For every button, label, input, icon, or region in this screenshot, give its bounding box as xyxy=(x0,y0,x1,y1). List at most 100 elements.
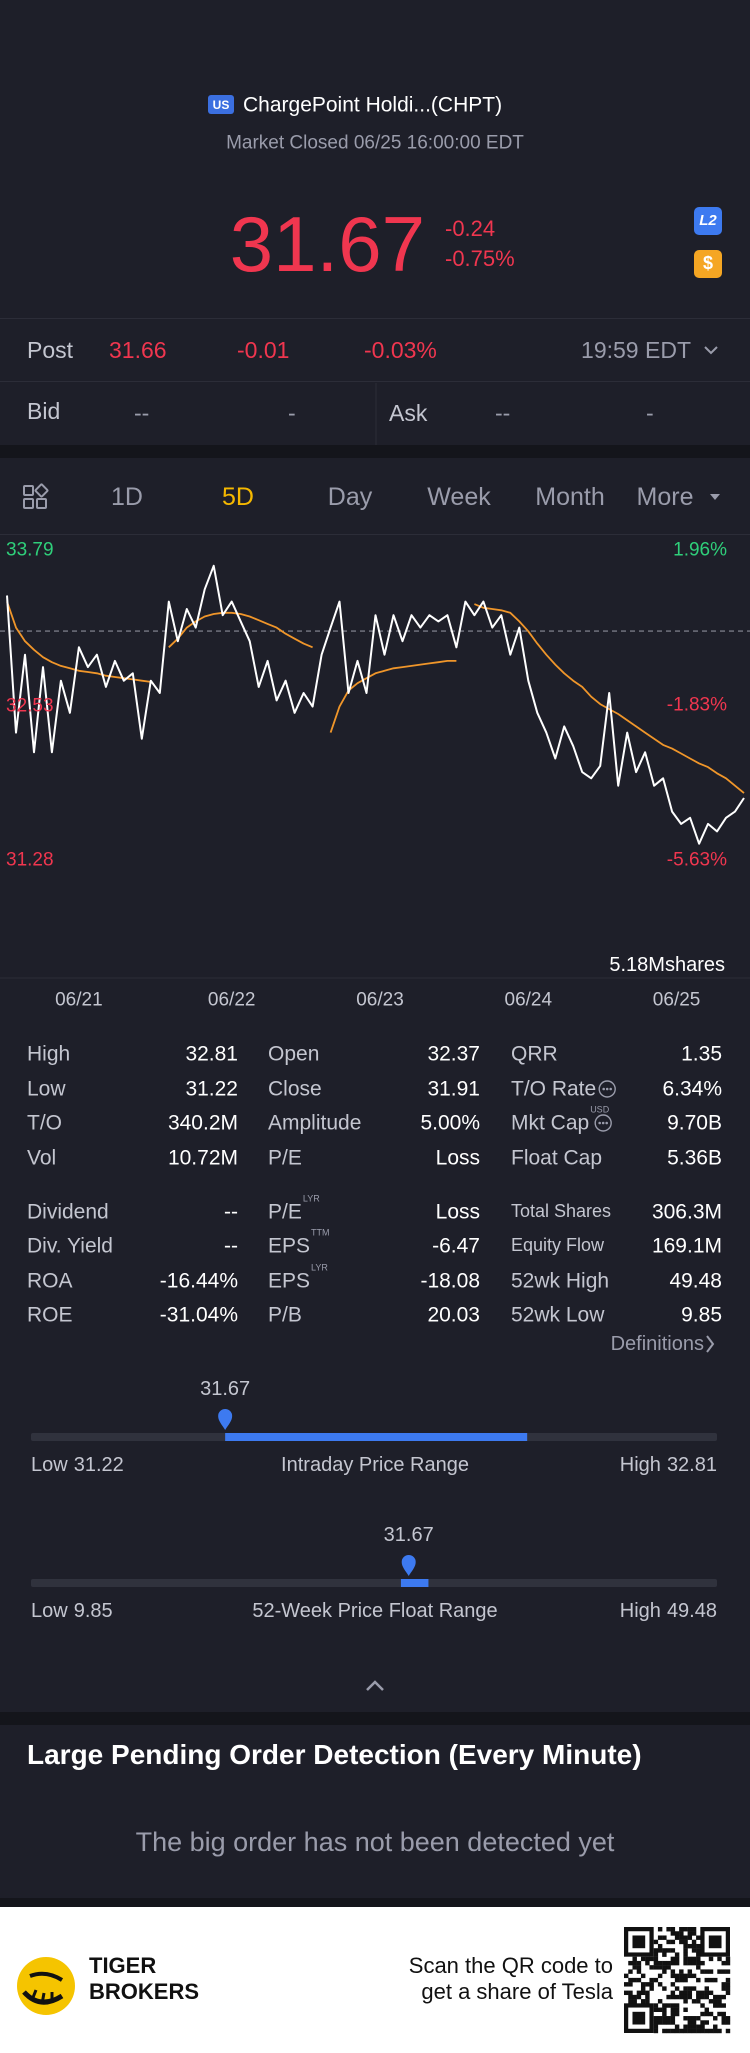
qr-module xyxy=(721,1986,726,1991)
tab[interactable]: Week xyxy=(427,483,491,511)
qr-module xyxy=(713,2003,718,2008)
qr-module xyxy=(696,2024,701,2029)
stat-label: Total Shares xyxy=(511,1201,612,1222)
qr-module xyxy=(657,2020,663,2025)
qr-module xyxy=(679,1939,684,1945)
post-label: Post xyxy=(27,337,74,364)
qr-module xyxy=(624,1973,629,1979)
y-tick-label: 31.28 xyxy=(6,849,54,871)
info-dot xyxy=(605,1087,609,1091)
qr-module xyxy=(653,1939,659,1945)
qr-module xyxy=(657,1948,663,1953)
qr-module xyxy=(662,1986,667,1991)
currency-badge[interactable] xyxy=(694,250,722,278)
tab[interactable]: 5D xyxy=(222,483,254,511)
qr-module xyxy=(645,1960,650,1966)
qr-module xyxy=(687,1969,693,1974)
qr-module xyxy=(683,1999,688,2004)
qr-module xyxy=(679,1969,684,1974)
tab[interactable]: Day xyxy=(327,483,373,511)
stat-value: -18.08 xyxy=(420,1269,480,1293)
qr-code[interactable] xyxy=(623,1926,731,2034)
stat-value: 1.35 xyxy=(681,1042,722,1066)
qr-finder xyxy=(623,1926,654,1957)
qr-module xyxy=(696,1999,701,2004)
qr-module xyxy=(725,1990,731,1996)
collapse-chevron[interactable] xyxy=(366,1680,384,1691)
stat-value: Loss xyxy=(435,1200,480,1224)
tab[interactable]: 1D xyxy=(111,483,143,511)
post-expand[interactable] xyxy=(704,346,718,355)
y2-tick-label: -1.83% xyxy=(666,694,727,716)
qr-module xyxy=(679,1935,684,1940)
range-high: High 32.81 xyxy=(620,1453,717,1477)
stat-label: 52wk High xyxy=(511,1269,610,1293)
qr-module xyxy=(632,1994,637,2000)
stat-label: QRR xyxy=(511,1042,558,1066)
qr-module xyxy=(670,2003,676,2008)
qr-module xyxy=(700,2028,705,2034)
post-time[interactable]: 19:59 EDT xyxy=(581,337,691,364)
range-prefix: High xyxy=(619,1454,661,1476)
l2-label[interactable]: L2 xyxy=(699,212,717,229)
layout-icon[interactable] xyxy=(23,483,49,509)
qr-module xyxy=(679,1977,684,1983)
qr-module xyxy=(721,2016,726,2021)
qr-module xyxy=(666,1948,671,1953)
l2-badge[interactable] xyxy=(694,207,722,235)
stat-value: 10.72M xyxy=(167,1146,238,1170)
qr-module xyxy=(713,2028,718,2034)
info-dot xyxy=(609,1087,613,1091)
qr-module xyxy=(645,1956,650,1962)
stat-value: 32.37 xyxy=(427,1042,480,1066)
qr-module xyxy=(691,2020,697,2025)
ask-price: -- xyxy=(495,400,511,427)
stat-label: ROA xyxy=(27,1269,73,1293)
qr-module xyxy=(696,1948,701,1953)
qr-module xyxy=(725,1960,731,1966)
market-label: US xyxy=(212,97,230,112)
qr-module xyxy=(679,1973,684,1979)
range-low: Low 31.22 xyxy=(31,1453,124,1477)
qr-module xyxy=(683,2024,688,2029)
qr-module xyxy=(670,1994,676,2000)
stat-value: -6.47 xyxy=(432,1234,480,1258)
more-caret[interactable] xyxy=(710,494,720,500)
definitions-link[interactable]: Definitions xyxy=(610,1333,704,1355)
qr-module xyxy=(691,1999,697,2004)
qr-module xyxy=(666,2028,671,2034)
qr-module xyxy=(636,1969,642,1974)
qr-module xyxy=(713,2016,718,2021)
qr-module xyxy=(657,1960,663,1966)
qr-module xyxy=(632,1960,637,1966)
promo-line-2: get a share of Tesla xyxy=(421,1978,613,2004)
qr-module xyxy=(683,1994,688,2000)
qr-module xyxy=(687,1927,693,1932)
y-tick-label: 33.79 xyxy=(6,539,54,561)
qr-module xyxy=(700,1969,705,1974)
market-status: Market Closed 06/25 16:00:00 EDT xyxy=(226,132,524,154)
definitions-arrow[interactable] xyxy=(706,1335,715,1353)
stat-label: Amplitude xyxy=(268,1111,362,1135)
tab[interactable]: Month xyxy=(535,483,605,511)
stat-value: 32.81 xyxy=(185,1042,238,1066)
qr-module xyxy=(717,1994,722,2000)
info-icon[interactable] xyxy=(594,1114,612,1132)
qr-module xyxy=(679,1927,684,1932)
qr-module xyxy=(670,1969,676,1974)
qr-module xyxy=(653,2028,659,2034)
tab[interactable]: More xyxy=(636,483,694,511)
qr-module xyxy=(696,1977,701,1983)
stat-value: -31.04% xyxy=(159,1303,238,1327)
stat-label: High xyxy=(27,1042,71,1066)
currency-label[interactable]: $ xyxy=(702,253,714,274)
stat-value: 20.03 xyxy=(427,1303,480,1327)
info-icon[interactable] xyxy=(598,1080,616,1098)
qr-module xyxy=(653,2024,659,2029)
qr-module xyxy=(687,1973,693,1979)
bid-label: Bid xyxy=(27,398,61,425)
qr-module xyxy=(725,2020,731,2025)
qr-module xyxy=(674,1960,680,1966)
qr-module xyxy=(683,1943,688,1949)
